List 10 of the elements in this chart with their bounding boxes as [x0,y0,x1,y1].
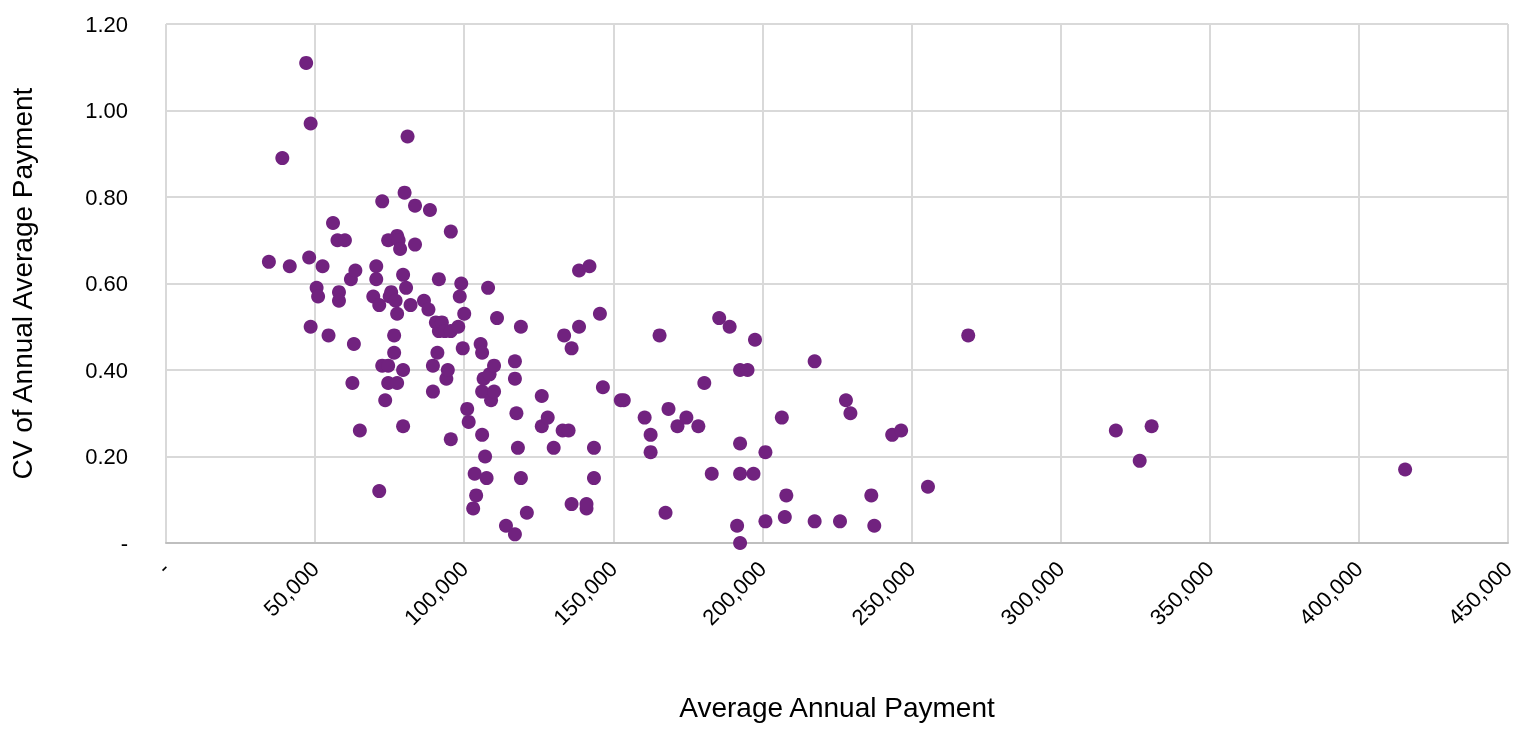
y-tick-label: 0.60 [85,271,128,296]
y-tick-label: 0.40 [85,357,128,383]
y-axis-title: CV of Annual Average Payment [6,87,38,480]
y-tick-label: 0.80 [85,184,128,210]
y-tick-label: - [120,530,128,556]
x-tick-label: - [151,556,175,580]
y-tick-label: 1.20 [85,11,128,37]
y-tick-label: 1.00 [85,98,128,123]
x-axis-title: Average Annual Payment [679,691,995,723]
y-tick-label: 0.20 [85,444,128,469]
